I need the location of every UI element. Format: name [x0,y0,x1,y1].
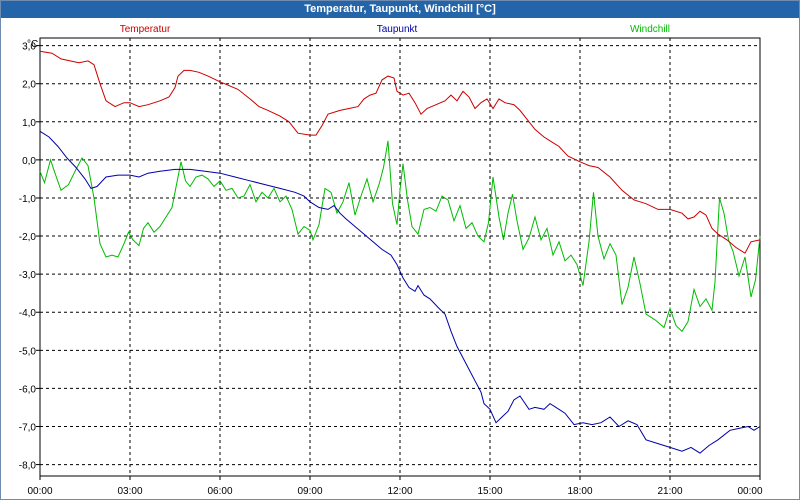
x-tick-time: 15:00 [477,486,502,497]
x-tick-time: 03:00 [117,486,142,497]
legend-entry-taupunkt: Taupunkt [377,24,418,35]
y-tick-label: -6,0 [19,384,37,395]
legend: Temperatur Taupunkt Windchill [120,24,670,35]
x-tick-time: 09:00 [297,486,322,497]
y-tick-label: -2,0 [19,232,37,243]
y-tick-label: -1,0 [19,194,37,205]
legend-entry-windchill: Windchill [630,24,670,35]
y-tick-label: -5,0 [19,346,37,357]
series-line-taupunkt [39,130,761,454]
x-tick-time: 00:00 [737,486,762,497]
window-title: Temperatur, Taupunkt, Windchill [°C] [1,1,799,18]
legend-entry-temperatur: Temperatur [120,24,171,35]
y-tick-label: -4,0 [19,308,37,319]
series-group [39,50,761,454]
y-tick-label: 0,0 [22,156,36,167]
x-axis: 00:0005.01.1703:0005.01.1706:0005.01.170… [27,476,763,497]
x-tick-time: 12:00 [387,486,412,497]
y-tick-label: 1,0 [22,118,36,129]
y-tick-label: 3,0 [22,42,36,53]
series-line-windchill [39,140,761,333]
series-line-temperatur [39,50,761,254]
y-tick-label: -8,0 [19,461,37,472]
y-axis-label: °C [27,39,38,50]
grid [40,38,760,476]
y-tick-label: -3,0 [19,270,37,281]
x-tick-time: 21:00 [657,486,682,497]
x-tick-time: 00:00 [27,486,52,497]
x-tick-time: 06:00 [207,486,232,497]
y-axis: 3,0 2,0 1,0 0,0 -1,0 -2,0 -3,0 -4,0 -5,0 -6,0 -7,0… [19,42,40,472]
x-tick-time: 18:00 [567,486,592,497]
line-chart: 3,0 2,0 1,0 0,0 -1,0 -2,0 -3,0 -4,0 -5,0 -6,0 -7,0… [19,24,763,497]
y-tick-label: -7,0 [19,422,37,433]
y-tick-label: 2,0 [22,80,36,91]
